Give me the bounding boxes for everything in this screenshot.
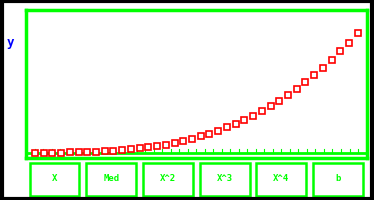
Bar [30,163,80,196]
Text: x: x [373,143,374,156]
Bar [313,163,363,196]
Bar [257,163,306,196]
Text: X^4: X^4 [273,174,289,183]
Text: Med: Med [103,174,119,183]
Text: X: X [52,174,57,183]
Bar [143,163,193,196]
Text: b: b [335,174,341,183]
Text: X^2: X^2 [160,174,176,183]
Text: y: y [7,36,15,49]
Bar [86,163,136,196]
Bar [200,163,250,196]
Text: X^3: X^3 [217,174,233,183]
